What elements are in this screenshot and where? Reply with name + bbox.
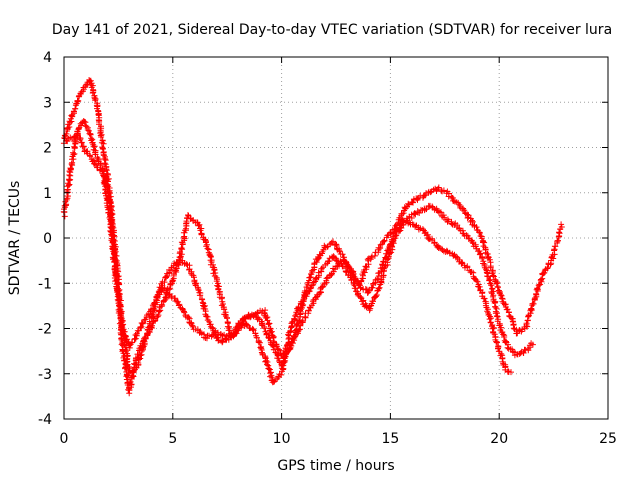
chart-title: Day 141 of 2021, Sidereal Day-to-day VTE… bbox=[52, 22, 612, 38]
y-tick-label: 2 bbox=[43, 141, 52, 157]
grid bbox=[64, 57, 608, 419]
x-tick-label: 0 bbox=[60, 431, 69, 447]
x-tick-label: 20 bbox=[490, 431, 508, 447]
x-axis-title: GPS time / hours bbox=[277, 458, 394, 474]
y-tick-label: -3 bbox=[38, 367, 52, 383]
x-tick-label: 5 bbox=[168, 431, 177, 447]
x-tick-label: 25 bbox=[599, 431, 617, 447]
y-tick-label: 1 bbox=[43, 186, 52, 202]
y-tick-label: -1 bbox=[38, 276, 52, 292]
x-tick-label: 10 bbox=[273, 431, 291, 447]
y-tick-label: -2 bbox=[38, 322, 52, 338]
x-tick-label: 15 bbox=[381, 431, 399, 447]
y-tick-label: 4 bbox=[43, 50, 52, 66]
y-tick-label: 3 bbox=[43, 95, 52, 111]
y-tick-label: 0 bbox=[43, 231, 52, 247]
y-tick-label: -4 bbox=[38, 412, 52, 428]
y-axis-title: SDTVAR / TECUs bbox=[7, 181, 23, 296]
axis-ticks: 0 5 10 15 20 25 -4 -3 -2 -1 0 1 2 3 4 bbox=[38, 50, 617, 447]
